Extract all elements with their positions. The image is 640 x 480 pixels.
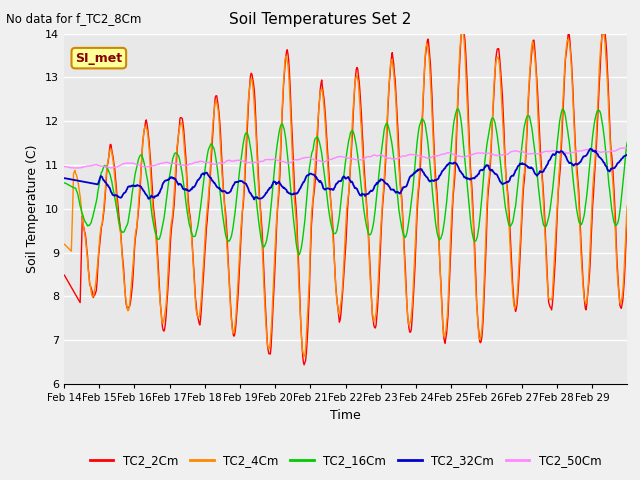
Text: SI_met: SI_met — [76, 52, 122, 65]
Text: No data for f_TC2_8Cm: No data for f_TC2_8Cm — [6, 12, 142, 25]
Y-axis label: Soil Temperature (C): Soil Temperature (C) — [26, 144, 40, 273]
Legend: TC2_2Cm, TC2_4Cm, TC2_16Cm, TC2_32Cm, TC2_50Cm: TC2_2Cm, TC2_4Cm, TC2_16Cm, TC2_32Cm, TC… — [85, 449, 606, 472]
X-axis label: Time: Time — [330, 408, 361, 421]
Text: Soil Temperatures Set 2: Soil Temperatures Set 2 — [229, 12, 411, 27]
